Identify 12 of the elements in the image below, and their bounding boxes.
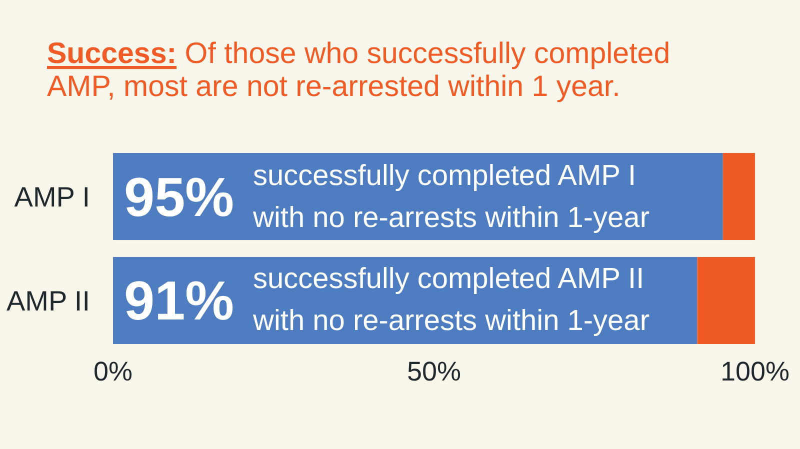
x-tick-label: 0%: [93, 356, 133, 386]
y-tick-label: AMP I: [14, 181, 90, 212]
x-tick-label: 50%: [406, 356, 462, 386]
data-label: 95%: [124, 166, 234, 228]
chart-title: Success: Of those who successfully completed AMP, most are not re-arrested within 1 year.: [47, 37, 670, 103]
annotation: successfully completed AMP I with no re-arrests within 1-year: [253, 158, 650, 236]
annotation: successfully completed AMP II with no re-arrests within 1-year: [253, 262, 650, 340]
bar: [722, 153, 755, 240]
bar: [697, 256, 755, 344]
x-tick-label: 100%: [720, 356, 790, 386]
data-label: 91%: [124, 270, 234, 332]
y-tick-label: AMP II: [6, 285, 90, 316]
